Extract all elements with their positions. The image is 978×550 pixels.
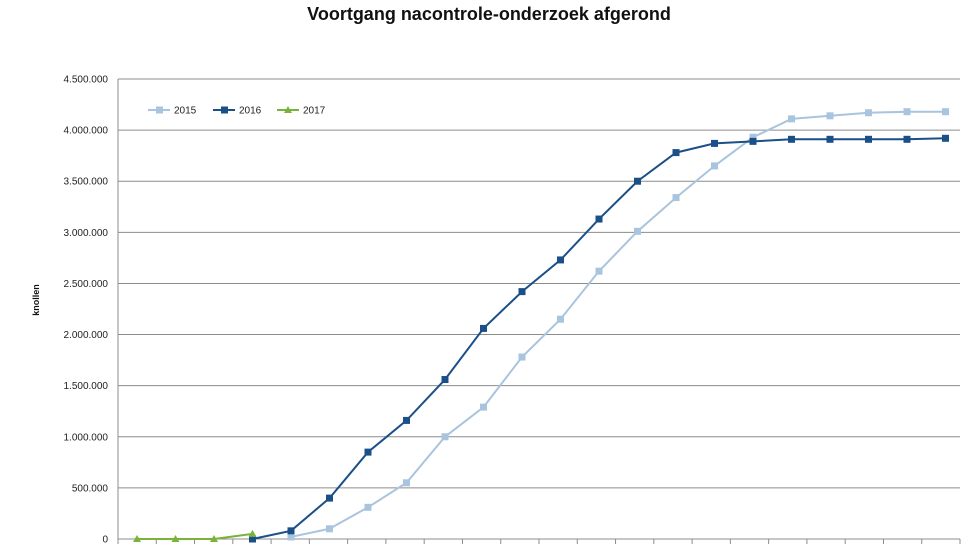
data-point-2015 [711,162,718,170]
data-point-2016 [403,416,410,424]
data-point-2015 [403,479,410,487]
data-point-2015 [441,433,449,441]
chart-title: Voortgang nacontrole-onderzoek afgerond [307,4,671,24]
data-point-2016 [364,448,372,456]
data-point-2016 [788,135,795,143]
data-point-2016 [480,324,487,332]
data-point-2015 [903,108,911,116]
y-tick-label: 4.000.000 [64,126,109,137]
data-point-2016 [634,177,641,185]
series-line-2017 [137,532,253,540]
y-tick-label: 1.500.000 [64,381,109,392]
data-point-2016 [326,494,333,502]
data-point-2016 [595,215,603,223]
legend-label: 2017 [303,106,326,117]
series-line-2015 [290,110,946,538]
data-point-2017 [133,535,141,542]
data-point-2015 [788,115,795,123]
data-point-2016 [672,149,680,157]
data-point-2017 [248,529,257,537]
y-tick-label: 0 [102,535,108,546]
data-point-2015 [865,109,872,117]
data-point-2015 [364,503,372,511]
data-point-2016 [557,256,564,264]
data-point-2015 [518,353,526,361]
data-point-2016 [826,135,834,143]
data-point-2015 [595,267,603,275]
data-point-2015 [749,133,757,141]
y-tick-label: 2.500.000 [64,279,109,290]
data-point-2016 [711,139,718,147]
y-tick-label: 500.000 [72,483,109,494]
y-tick-label: 1.000.000 [64,432,109,443]
data-point-2015 [480,403,487,411]
legend-marker-2015 [156,106,163,114]
legend-label: 2016 [239,106,262,117]
data-point-2016 [518,288,526,296]
data-point-2015 [672,194,680,202]
data-point-2016 [749,137,757,145]
data-point-2016 [903,135,911,143]
y-axis-label: knollen [31,284,41,316]
legend-marker-2017 [284,106,292,113]
data-point-2015 [326,525,333,533]
data-point-2017 [171,535,180,542]
y-tick-label: 2.000.000 [64,330,109,341]
data-point-2016 [441,376,449,384]
data-point-2016 [942,134,949,142]
legend-marker-2016 [221,106,228,114]
data-point-2016 [865,135,872,143]
data-point-2016 [249,535,256,543]
y-tick-label: 3.000.000 [64,228,109,239]
data-point-2015 [634,227,641,235]
y-tick-label: 3.500.000 [64,177,109,188]
legend-label: 2015 [174,106,197,117]
series-line-2016 [252,137,946,540]
data-point-2015 [557,315,564,323]
data-point-2015 [287,533,295,541]
data-point-2015 [826,112,834,120]
data-point-2015 [942,108,949,116]
y-tick-label: 4.500.000 [64,75,109,86]
data-point-2016 [287,527,295,535]
data-point-2017 [210,535,218,542]
